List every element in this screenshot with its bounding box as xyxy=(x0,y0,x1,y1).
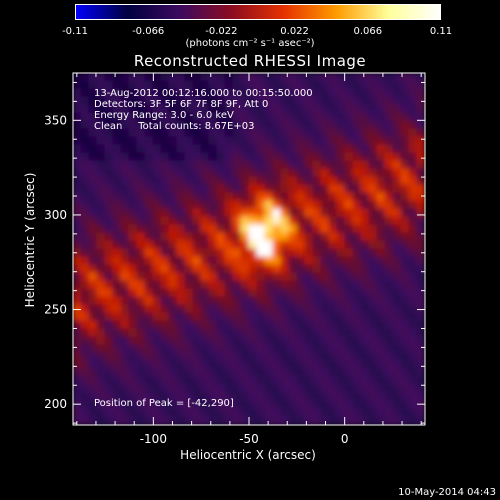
colorbar-tick-label: 0.022 xyxy=(280,26,309,37)
colorbar-tick-label: -0.11 xyxy=(62,26,88,37)
annotation-peak-position: Position of Peak = [-42,290] xyxy=(94,398,234,409)
tick-label: 250 xyxy=(44,303,67,317)
colorbar-tick-label: -0.022 xyxy=(205,26,238,37)
heatmap-image xyxy=(73,73,425,425)
tick-label: 350 xyxy=(44,113,67,127)
tick-label: 300 xyxy=(44,208,67,222)
annotation-detectors: Detectors: 3F 5F 6F 7F 8F 9F, Att 0 xyxy=(94,99,269,110)
x-axis-label: Heliocentric X (arcsec) xyxy=(180,448,316,462)
tick-label: -50 xyxy=(239,432,259,446)
footer-timestamp: 10-May-2014 04:43 xyxy=(398,487,496,498)
tick-label: -100 xyxy=(140,432,167,446)
tick-label: 0 xyxy=(341,432,349,446)
tick-label: 200 xyxy=(44,397,67,411)
chart-title: Reconstructed RHESSI Image xyxy=(133,52,367,70)
colorbar-tick-label: 0.11 xyxy=(429,26,453,37)
y-axis-label: Heliocentric Y (arcsec) xyxy=(23,172,37,308)
colorbar-tick-label: 0.066 xyxy=(353,26,383,37)
annotation-clean-counts: Clean Total counts: 8.67E+03 xyxy=(94,121,255,132)
colorbar-tick-label: -0.066 xyxy=(132,26,165,37)
colorbar xyxy=(75,4,441,20)
colorbar-unit: (photons cm⁻² s⁻¹ asec⁻²) xyxy=(185,38,315,49)
annotation-time-range: 13-Aug-2012 00:12:16.000 to 00:15:50.000 xyxy=(94,88,313,99)
annotation-energy-range: Energy Range: 3.0 - 6.0 keV xyxy=(94,110,234,121)
colorbar-fill xyxy=(75,4,441,20)
